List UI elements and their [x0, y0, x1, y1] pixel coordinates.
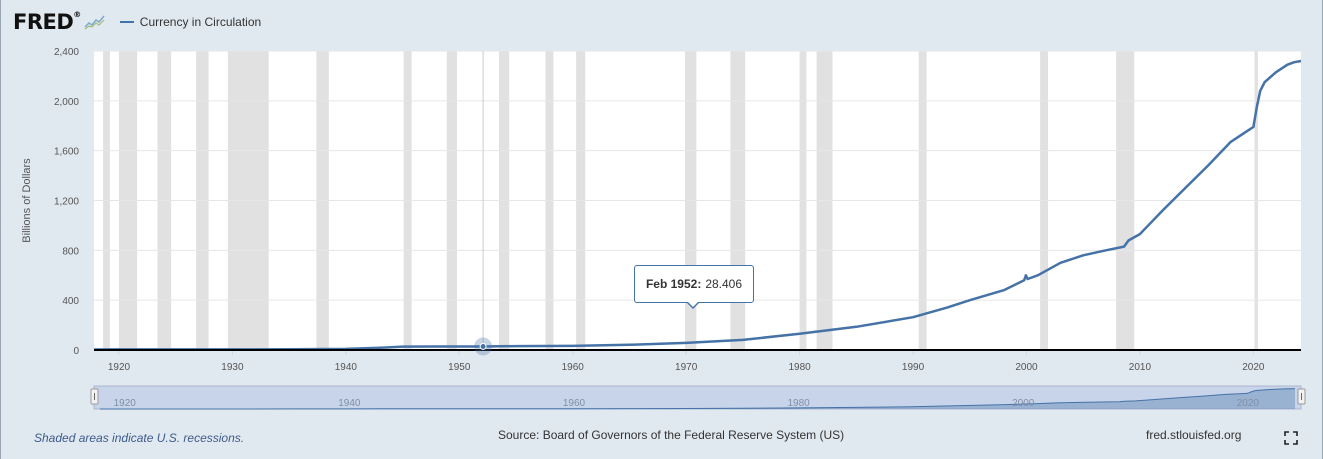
tooltip-tail-inner [687, 301, 699, 307]
navigator-label: 1980 [787, 398, 810, 409]
x-tick-label: 1960 [562, 362, 585, 373]
legend[interactable]: Currency in Circulation [119, 15, 262, 29]
legend-label: Currency in Circulation [139, 15, 262, 29]
x-tick-label: 2000 [1015, 362, 1038, 373]
navigator-label: 1920 [114, 398, 137, 409]
y-axis-label: Billions of Dollars [21, 158, 33, 243]
tooltip-date: Feb 1952: [645, 277, 702, 291]
x-tick-label: 1920 [108, 362, 131, 373]
tooltip: Feb 1952: 28.406 [634, 265, 754, 303]
navigator-label: 2000 [1012, 398, 1035, 409]
x-tick-label: 1980 [788, 362, 811, 373]
fred-logo[interactable]: FRED® [13, 10, 81, 34]
navigator-line [100, 388, 1296, 410]
x-tick-label: 2020 [1242, 362, 1265, 373]
x-tick-label: 1970 [675, 362, 698, 373]
highlight-point [479, 342, 487, 350]
fred-logo-text: FRED [13, 10, 74, 34]
site-link[interactable]: fred.stlouisfed.org [1146, 428, 1242, 442]
recession-note: Shaded areas indicate U.S. recessions. [34, 431, 245, 445]
fred-logo-dot: ® [73, 10, 81, 19]
y-tick-label: 2,400 [54, 47, 79, 58]
y-tick-label: 1,600 [54, 147, 79, 158]
header: FRED® Currency in Circulation [13, 8, 261, 36]
graph-icon [84, 15, 105, 30]
source-note: Source: Board of Governors of the Federa… [498, 428, 845, 442]
tooltip-value: 28.406 [705, 277, 743, 291]
x-tick-label: 1930 [221, 362, 244, 373]
x-tick-label: 1990 [902, 362, 925, 373]
navigator-label: 1960 [563, 398, 586, 409]
y-tick-label: 2,000 [54, 97, 79, 108]
y-tick-label: 800 [62, 246, 79, 257]
x-tick-label: 1950 [448, 362, 471, 373]
x-tick-label: 2010 [1129, 362, 1152, 373]
navigator-label: 1940 [338, 398, 361, 409]
fullscreen-icon[interactable] [1284, 431, 1298, 445]
x-tick-label: 1940 [335, 362, 358, 373]
legend-swatch [119, 21, 134, 23]
y-tick-label: 1,200 [54, 197, 79, 208]
y-tick-label: 400 [62, 296, 79, 307]
y-tick-label: 0 [73, 346, 79, 357]
series-line [93, 59, 1302, 351]
navigator-area [100, 388, 1295, 409]
navigator-label: 2020 [1237, 398, 1260, 409]
